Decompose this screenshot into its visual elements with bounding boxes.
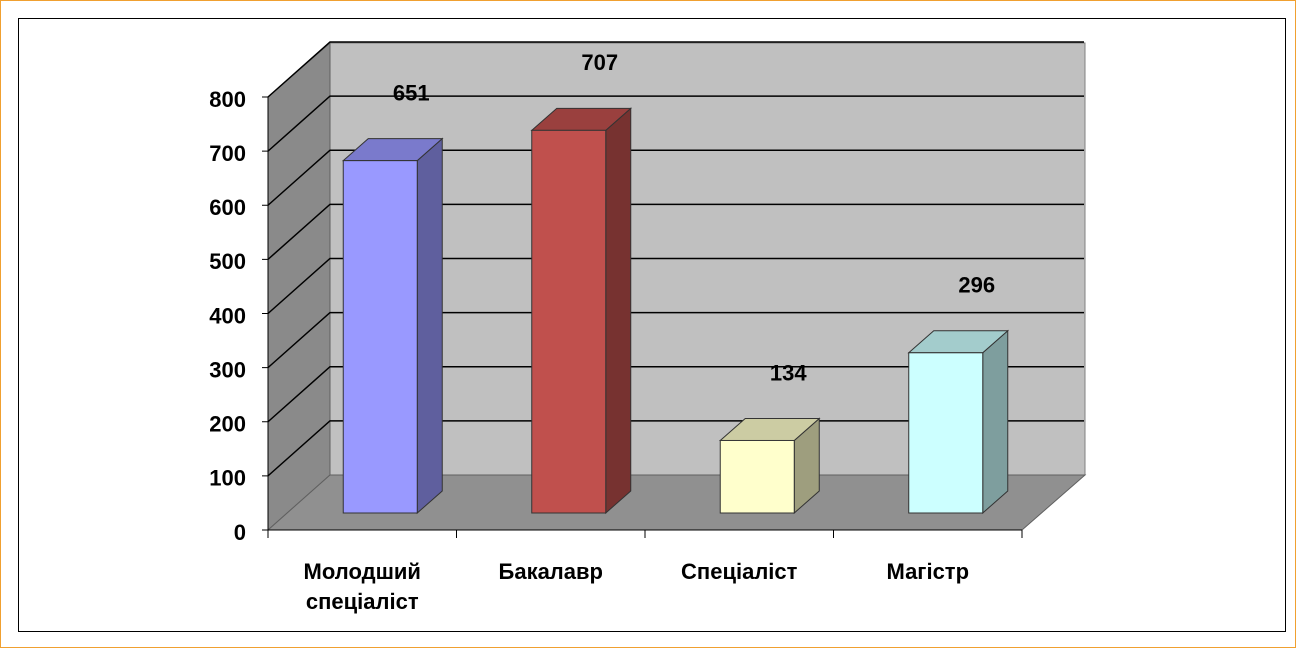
bar <box>342 160 418 514</box>
y-tick-label: 200 <box>209 412 246 437</box>
y-tick-label: 0 <box>234 520 246 545</box>
y-tick-label: 800 <box>209 87 246 112</box>
grid-line <box>267 420 1084 477</box>
y-tick-label: 400 <box>209 303 246 328</box>
bar-side <box>605 107 632 515</box>
grid-line <box>267 203 1084 260</box>
value-label: 707 <box>581 50 618 75</box>
grid-line <box>267 311 1084 369</box>
x-tick-label: Молодший спеціаліст <box>303 559 421 614</box>
x-tick-label: Спеціаліст <box>681 559 798 584</box>
bar-side <box>982 329 1009 515</box>
y-tick-label: 500 <box>209 249 246 274</box>
grid-line <box>267 257 1084 315</box>
bar <box>719 439 795 514</box>
y-tick-label: 300 <box>209 357 246 382</box>
bar-side <box>416 137 443 515</box>
value-label: 134 <box>770 360 807 385</box>
chart-frame <box>18 18 1286 632</box>
y-tick-label: 700 <box>209 141 246 166</box>
value-label: 651 <box>393 80 430 105</box>
value-label: 296 <box>958 273 995 298</box>
grid-line <box>267 366 1084 423</box>
bar <box>531 129 607 514</box>
grid-line <box>267 41 1084 98</box>
x-tick-label: Бакалавр <box>498 559 603 584</box>
x-tick-label: Магістр <box>886 559 970 584</box>
grid-line <box>267 149 1084 206</box>
y-tick-label: 100 <box>209 466 246 491</box>
y-tick-label: 600 <box>209 195 246 220</box>
grid-line <box>267 95 1084 152</box>
bar <box>908 352 984 514</box>
